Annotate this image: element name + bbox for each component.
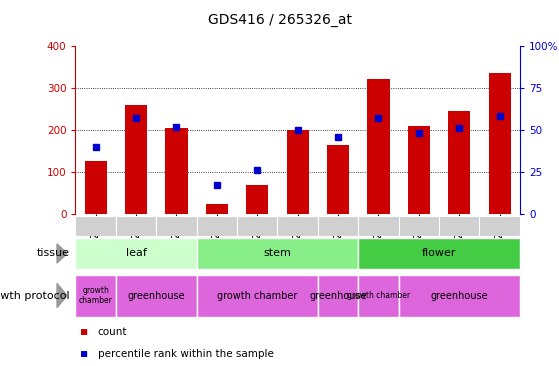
FancyBboxPatch shape bbox=[480, 216, 520, 236]
Text: growth chamber: growth chamber bbox=[347, 291, 410, 300]
FancyBboxPatch shape bbox=[116, 274, 197, 317]
FancyBboxPatch shape bbox=[439, 216, 480, 236]
FancyBboxPatch shape bbox=[75, 216, 116, 236]
Text: growth chamber: growth chamber bbox=[217, 291, 297, 300]
FancyBboxPatch shape bbox=[358, 216, 399, 236]
FancyBboxPatch shape bbox=[237, 216, 277, 236]
Bar bbox=[489, 73, 511, 214]
Text: ■: ■ bbox=[81, 327, 87, 337]
FancyBboxPatch shape bbox=[197, 274, 318, 317]
Text: tissue: tissue bbox=[37, 249, 70, 258]
FancyBboxPatch shape bbox=[75, 238, 197, 269]
Text: GDS416 / 265326_at: GDS416 / 265326_at bbox=[207, 13, 352, 27]
Bar bbox=[165, 128, 188, 214]
Text: greenhouse: greenhouse bbox=[127, 291, 185, 300]
Polygon shape bbox=[57, 283, 67, 308]
Bar bbox=[84, 161, 107, 214]
Text: growth protocol: growth protocol bbox=[0, 291, 70, 300]
Text: greenhouse: greenhouse bbox=[309, 291, 367, 300]
Bar bbox=[246, 185, 268, 214]
FancyBboxPatch shape bbox=[399, 216, 439, 236]
Polygon shape bbox=[57, 244, 67, 263]
FancyBboxPatch shape bbox=[75, 274, 116, 317]
FancyBboxPatch shape bbox=[197, 238, 358, 269]
FancyBboxPatch shape bbox=[318, 274, 358, 317]
FancyBboxPatch shape bbox=[358, 274, 399, 317]
Text: stem: stem bbox=[263, 249, 291, 258]
Bar bbox=[367, 79, 390, 214]
Bar bbox=[448, 111, 470, 214]
Bar bbox=[206, 203, 228, 214]
FancyBboxPatch shape bbox=[399, 274, 520, 317]
FancyBboxPatch shape bbox=[116, 216, 157, 236]
Text: growth
chamber: growth chamber bbox=[79, 286, 112, 305]
Text: ■: ■ bbox=[81, 349, 87, 359]
Bar bbox=[125, 105, 147, 214]
FancyBboxPatch shape bbox=[358, 238, 520, 269]
FancyBboxPatch shape bbox=[197, 216, 237, 236]
Text: flower: flower bbox=[422, 249, 456, 258]
Bar bbox=[287, 130, 309, 214]
Text: leaf: leaf bbox=[126, 249, 146, 258]
Text: greenhouse: greenhouse bbox=[430, 291, 488, 300]
Bar bbox=[408, 126, 430, 214]
FancyBboxPatch shape bbox=[157, 216, 197, 236]
FancyBboxPatch shape bbox=[277, 216, 318, 236]
FancyBboxPatch shape bbox=[318, 216, 358, 236]
Text: percentile rank within the sample: percentile rank within the sample bbox=[98, 349, 274, 359]
Text: count: count bbox=[98, 327, 127, 337]
Bar bbox=[327, 145, 349, 214]
